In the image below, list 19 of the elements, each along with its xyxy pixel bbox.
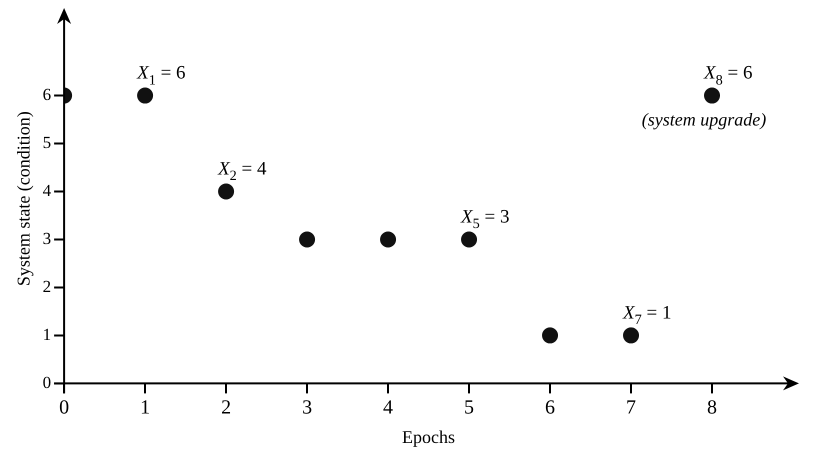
y-axis-title: System state (condition) [14, 111, 34, 286]
annotation: (system upgrade) [642, 110, 766, 130]
y-tick-label: 0 [42, 372, 52, 392]
x-tick-label: 4 [383, 396, 394, 419]
y-tick-label: 1 [42, 324, 52, 344]
y-tick-label: 2 [42, 276, 52, 296]
y-tick-label: 3 [42, 228, 52, 248]
y-tick-label: 4 [42, 180, 52, 200]
y-tick-label: 6 [42, 85, 52, 104]
x-tick-label: 8 [707, 396, 718, 419]
x-axis-title: Epochs [402, 426, 456, 447]
x-tick-label: 5 [464, 396, 474, 419]
y-tick-label: 5 [42, 133, 52, 152]
x-tick-label: 1 [140, 396, 150, 419]
x-tick-label: 6 [545, 396, 556, 419]
x-tick-label: 7 [626, 396, 636, 419]
x-tick-label: 0 [59, 396, 70, 419]
x-tick-label: 2 [221, 396, 232, 419]
x-tick-label: 3 [302, 396, 312, 419]
